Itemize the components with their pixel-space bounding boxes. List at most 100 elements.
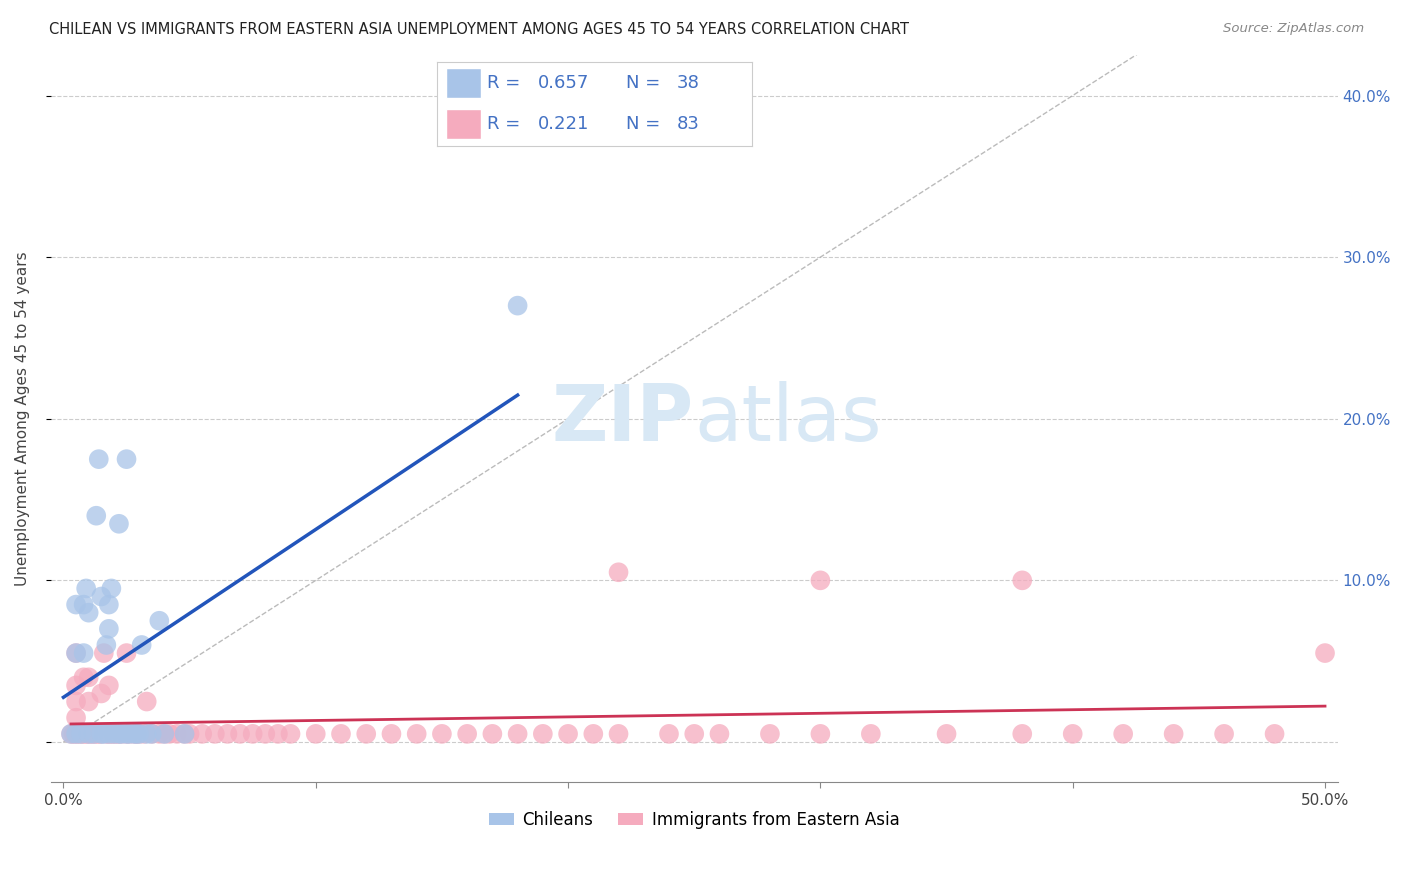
Point bbox=[115, 727, 138, 741]
Legend: Chileans, Immigrants from Eastern Asia: Chileans, Immigrants from Eastern Asia bbox=[482, 805, 905, 836]
Point bbox=[1011, 574, 1033, 588]
Text: Source: ZipAtlas.com: Source: ZipAtlas.com bbox=[1223, 22, 1364, 36]
Point bbox=[405, 727, 427, 741]
Point bbox=[108, 727, 131, 741]
Point bbox=[125, 727, 148, 741]
Point bbox=[75, 727, 97, 741]
Text: ZIP: ZIP bbox=[553, 381, 695, 457]
Point bbox=[65, 598, 87, 612]
Point bbox=[96, 727, 118, 741]
Point bbox=[1011, 727, 1033, 741]
Point bbox=[83, 727, 105, 741]
Point bbox=[100, 727, 122, 741]
Point bbox=[148, 727, 170, 741]
Point bbox=[97, 678, 120, 692]
Point bbox=[65, 727, 87, 741]
Point bbox=[97, 727, 120, 741]
Point bbox=[354, 727, 377, 741]
Point bbox=[84, 727, 107, 741]
Point bbox=[115, 452, 138, 467]
Point bbox=[90, 727, 112, 741]
Point bbox=[481, 727, 503, 741]
Point bbox=[72, 727, 94, 741]
Point bbox=[70, 727, 93, 741]
Point bbox=[72, 670, 94, 684]
Point bbox=[607, 566, 630, 580]
Point bbox=[110, 727, 132, 741]
Point bbox=[242, 727, 264, 741]
Point bbox=[709, 727, 731, 741]
Point bbox=[60, 727, 83, 741]
Point bbox=[100, 582, 122, 596]
Point bbox=[1112, 727, 1135, 741]
Point bbox=[683, 727, 706, 741]
Point bbox=[110, 727, 132, 741]
Point bbox=[166, 727, 188, 741]
Point bbox=[173, 727, 195, 741]
Point bbox=[90, 686, 112, 700]
Point bbox=[103, 727, 125, 741]
Point bbox=[217, 727, 239, 741]
Point bbox=[808, 727, 831, 741]
Point bbox=[531, 727, 554, 741]
Point bbox=[456, 727, 478, 741]
Point bbox=[65, 646, 87, 660]
Point bbox=[430, 727, 453, 741]
Point bbox=[658, 727, 681, 741]
Point bbox=[96, 638, 118, 652]
Text: CHILEAN VS IMMIGRANTS FROM EASTERN ASIA UNEMPLOYMENT AMONG AGES 45 TO 54 YEARS C: CHILEAN VS IMMIGRANTS FROM EASTERN ASIA … bbox=[49, 22, 910, 37]
Point bbox=[108, 727, 131, 741]
Point bbox=[77, 727, 100, 741]
Point bbox=[97, 598, 120, 612]
Point bbox=[125, 727, 148, 741]
Point bbox=[77, 606, 100, 620]
Point bbox=[305, 727, 328, 741]
Point bbox=[115, 727, 138, 741]
Point bbox=[128, 727, 150, 741]
Point bbox=[65, 694, 87, 708]
Point bbox=[93, 646, 115, 660]
Point bbox=[115, 646, 138, 660]
Point bbox=[935, 727, 957, 741]
Text: atlas: atlas bbox=[695, 381, 882, 457]
Point bbox=[122, 727, 145, 741]
Point bbox=[173, 727, 195, 741]
Point bbox=[759, 727, 782, 741]
Point bbox=[118, 727, 141, 741]
Point bbox=[607, 727, 630, 741]
Point bbox=[582, 727, 605, 741]
Point bbox=[65, 727, 87, 741]
Point bbox=[128, 727, 150, 741]
Point bbox=[131, 638, 153, 652]
Point bbox=[1163, 727, 1185, 741]
Point bbox=[1213, 727, 1236, 741]
Point bbox=[87, 727, 110, 741]
Point bbox=[122, 727, 145, 741]
Point bbox=[859, 727, 882, 741]
Point bbox=[557, 727, 579, 741]
Point bbox=[97, 727, 120, 741]
Point bbox=[148, 614, 170, 628]
Point bbox=[70, 727, 93, 741]
Point bbox=[105, 727, 128, 741]
Point bbox=[134, 727, 156, 741]
Point bbox=[62, 727, 84, 741]
Point bbox=[191, 727, 214, 741]
Point bbox=[157, 727, 180, 741]
Point bbox=[267, 727, 290, 741]
Point bbox=[506, 727, 529, 741]
Point bbox=[75, 582, 97, 596]
Point bbox=[330, 727, 353, 741]
Point bbox=[80, 727, 103, 741]
Point bbox=[179, 727, 201, 741]
Point bbox=[280, 727, 302, 741]
Point bbox=[60, 727, 83, 741]
Point bbox=[90, 727, 112, 741]
Point bbox=[204, 727, 226, 741]
Point bbox=[1313, 646, 1336, 660]
Point bbox=[153, 727, 176, 741]
Point bbox=[118, 727, 141, 741]
Point bbox=[506, 299, 529, 313]
Point bbox=[65, 711, 87, 725]
Point bbox=[808, 574, 831, 588]
